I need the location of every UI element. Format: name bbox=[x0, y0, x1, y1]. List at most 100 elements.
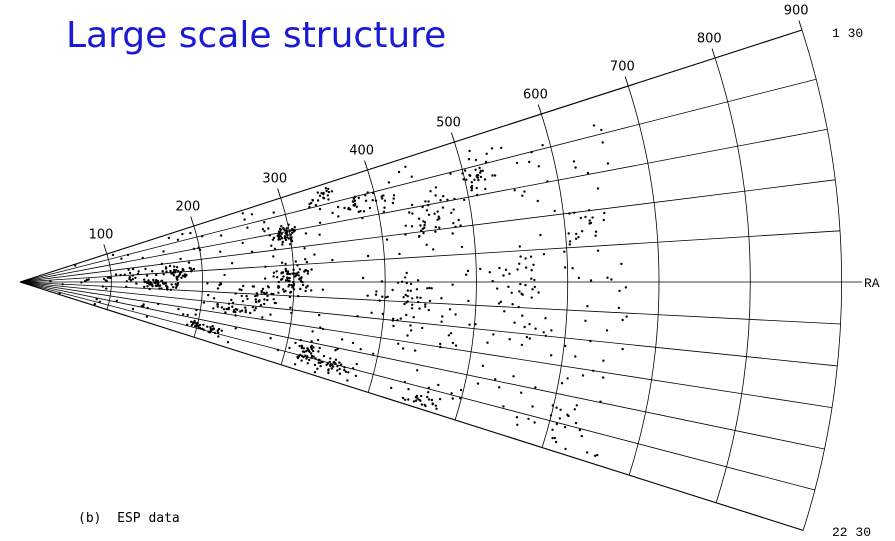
galaxy-point bbox=[145, 281, 148, 284]
galaxy-point bbox=[549, 414, 553, 417]
galaxy-point bbox=[410, 225, 414, 228]
galaxy-point bbox=[551, 428, 554, 431]
galaxy-point bbox=[127, 268, 130, 271]
galaxy-point bbox=[423, 226, 426, 229]
galaxy-point bbox=[411, 303, 414, 306]
galaxy-point bbox=[319, 326, 322, 329]
galaxy-point bbox=[420, 394, 423, 398]
galaxy-point bbox=[473, 178, 476, 181]
galaxy-point bbox=[308, 358, 311, 362]
galaxy-point bbox=[290, 236, 293, 239]
galaxy-point bbox=[621, 347, 624, 351]
galaxy-point bbox=[312, 349, 315, 353]
galaxy-point bbox=[234, 327, 237, 330]
galaxy-point bbox=[600, 128, 603, 132]
galaxy-point bbox=[537, 291, 540, 294]
ra-grid-line bbox=[19, 78, 817, 283]
distance-arc bbox=[367, 169, 386, 393]
galaxy-point bbox=[297, 295, 300, 298]
galaxy-point bbox=[572, 160, 576, 163]
distance-tick bbox=[277, 188, 282, 199]
galaxy-point bbox=[424, 200, 427, 203]
galaxy-point bbox=[61, 283, 64, 286]
galaxy-point bbox=[586, 451, 589, 454]
galaxy-point bbox=[151, 285, 154, 288]
galaxy-point bbox=[192, 267, 196, 271]
galaxy-point bbox=[448, 308, 452, 311]
galaxy-point bbox=[177, 269, 180, 273]
galaxy-point bbox=[427, 391, 430, 394]
galaxy-point bbox=[254, 300, 258, 304]
distance-arc bbox=[454, 141, 477, 421]
galaxy-point bbox=[176, 278, 179, 281]
galaxy-point bbox=[479, 169, 482, 173]
galaxy-point bbox=[343, 366, 346, 369]
galaxy-point bbox=[533, 421, 536, 424]
ra-grid-line bbox=[19, 281, 825, 450]
galaxy-point bbox=[404, 224, 407, 227]
galaxy-point bbox=[211, 325, 214, 328]
galaxy-point bbox=[288, 229, 292, 232]
galaxy-point bbox=[401, 396, 405, 400]
galaxy-point bbox=[423, 223, 426, 227]
galaxy-point bbox=[409, 289, 412, 292]
galaxy-point bbox=[223, 273, 226, 277]
galaxy-point bbox=[220, 306, 224, 309]
galaxy-point bbox=[173, 268, 176, 272]
galaxy-point bbox=[462, 178, 465, 181]
galaxy-point bbox=[338, 367, 341, 371]
galaxy-point bbox=[467, 158, 471, 161]
galaxy-point bbox=[165, 270, 168, 273]
galaxy-point bbox=[309, 346, 313, 349]
galaxy-point bbox=[266, 298, 269, 302]
galaxy-point bbox=[417, 217, 421, 220]
galaxy-point bbox=[294, 341, 297, 345]
ra-grid-line bbox=[19, 281, 838, 367]
galaxy-point bbox=[575, 404, 578, 407]
galaxy-point bbox=[322, 196, 325, 199]
galaxy-point bbox=[190, 324, 193, 327]
galaxy-point bbox=[164, 267, 168, 270]
galaxy-point bbox=[408, 211, 411, 214]
galaxy-point bbox=[289, 290, 293, 294]
galaxy-point bbox=[240, 294, 243, 298]
galaxy-point bbox=[242, 284, 245, 288]
galaxy-point bbox=[396, 319, 399, 322]
galaxy-point bbox=[421, 326, 424, 330]
ra-grid-line bbox=[19, 230, 841, 283]
galaxy-point bbox=[416, 279, 420, 282]
galaxy-point bbox=[439, 342, 442, 346]
galaxy-point bbox=[409, 324, 412, 327]
galaxy-point bbox=[157, 302, 160, 306]
galaxy-point bbox=[459, 224, 462, 227]
galaxy-point bbox=[581, 374, 585, 377]
galaxy-point bbox=[392, 197, 395, 200]
galaxy-point bbox=[530, 296, 533, 299]
galaxy-point bbox=[409, 329, 413, 332]
galaxy-point bbox=[474, 158, 478, 162]
galaxy-point bbox=[142, 304, 145, 308]
galaxy-point bbox=[496, 287, 499, 290]
galaxy-point bbox=[402, 296, 405, 299]
galaxy-point bbox=[370, 311, 373, 314]
galaxy-point bbox=[451, 232, 454, 235]
galaxy-point bbox=[295, 273, 298, 277]
galaxy-point bbox=[105, 287, 108, 290]
galaxy-point bbox=[212, 297, 216, 300]
galaxy-point bbox=[173, 265, 176, 268]
galaxy-point bbox=[498, 386, 501, 389]
galaxy-point bbox=[338, 361, 341, 364]
galaxy-point bbox=[385, 238, 389, 241]
galaxy-point bbox=[313, 371, 317, 374]
galaxy-point bbox=[459, 388, 463, 392]
galaxy-point bbox=[523, 325, 526, 329]
galaxy-point bbox=[531, 405, 534, 408]
galaxy-point bbox=[428, 299, 432, 303]
galaxy-point bbox=[231, 301, 235, 305]
galaxy-point bbox=[240, 288, 243, 292]
galaxy-point bbox=[126, 253, 130, 257]
galaxy-point bbox=[176, 282, 180, 285]
galaxy-point bbox=[290, 240, 294, 243]
galaxy-point bbox=[272, 298, 275, 301]
galaxy-point bbox=[378, 299, 381, 302]
